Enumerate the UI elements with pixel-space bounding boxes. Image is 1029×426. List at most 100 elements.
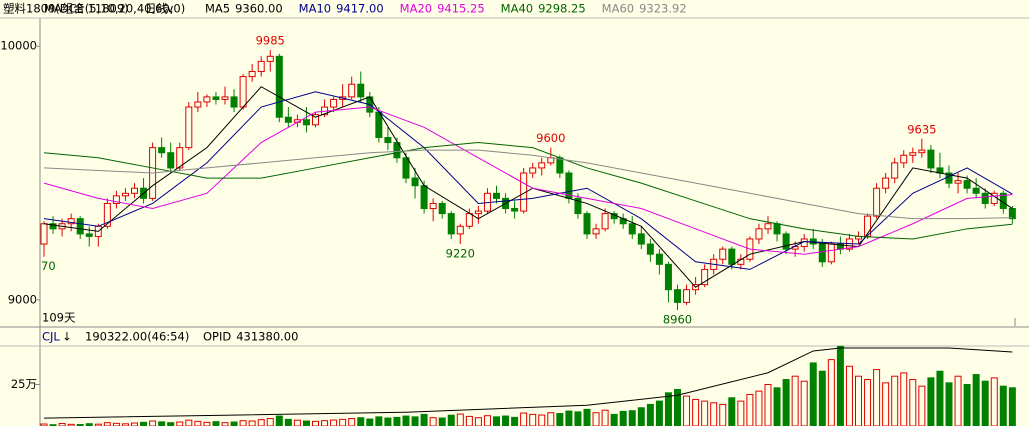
indicator: MA组合(5,10,20,40,60,0): [44, 2, 185, 16]
volume-bar: [683, 395, 691, 426]
volume-bar: [936, 370, 944, 426]
ma-line: [43, 91, 1013, 270]
volume-bar: [601, 409, 609, 426]
legend-value: 9417.00: [336, 2, 384, 16]
candle-body: [493, 192, 500, 199]
candle-body: [655, 253, 663, 265]
legend-name: MA60: [602, 2, 634, 16]
candle-body: [393, 142, 401, 159]
candle-body: [203, 96, 211, 103]
legend-name: MA10: [299, 2, 331, 16]
volume-bar: [809, 362, 817, 426]
volume-bar: [737, 400, 745, 426]
candle-body: [474, 210, 482, 215]
volume-bar: [619, 410, 627, 426]
candle-body: [1008, 208, 1016, 220]
volume-bar: [538, 414, 546, 426]
volume-bar: [493, 416, 500, 426]
candle-body: [972, 187, 980, 194]
volume-bar: [483, 415, 491, 426]
candle-body: [420, 185, 428, 210]
volume-bar: [1008, 387, 1016, 426]
days-label: 109天: [42, 311, 76, 325]
candle-body: [465, 213, 473, 227]
volume-bar: [646, 403, 654, 426]
extreme-label: 9600: [536, 131, 565, 145]
volume-bar: [818, 370, 826, 426]
volume-bar: [85, 423, 93, 426]
candle-body: [239, 76, 247, 108]
candle-body: [891, 162, 899, 179]
volume-bar: [465, 415, 473, 426]
volume-bar: [275, 415, 283, 426]
volume-bar: [664, 392, 672, 426]
candle-body: [284, 116, 292, 123]
volume-bar: [882, 382, 890, 426]
extreme-label: 9220: [446, 247, 475, 261]
candle-body: [185, 106, 193, 149]
candle-body: [882, 177, 890, 189]
volume-bar: [583, 408, 591, 426]
candle-body: [773, 223, 781, 235]
volume-bar: [574, 411, 582, 426]
volume-bar: [185, 419, 193, 426]
volume-bar: [565, 410, 573, 426]
candle-body: [674, 289, 681, 303]
volume-bar: [357, 417, 365, 426]
candle-body: [266, 55, 274, 62]
candle-body: [67, 218, 75, 225]
candle-body: [719, 248, 727, 260]
volume-bar: [339, 418, 347, 426]
candle-body: [601, 213, 609, 230]
candle-body: [257, 60, 265, 73]
y-tick-label: 9000: [8, 292, 37, 306]
volume-bar: [972, 374, 980, 426]
volume-bar: [248, 420, 256, 426]
volume-bar: [782, 379, 790, 426]
candle-body: [556, 157, 564, 174]
candle-body: [112, 195, 120, 204]
volume-bar: [999, 385, 1007, 426]
volume-bar: [312, 420, 319, 426]
volume-bar: [773, 387, 781, 426]
candle-body: [927, 149, 935, 169]
volume-bar: [103, 422, 111, 426]
volume-bar: [529, 413, 537, 426]
volume-bar: [49, 424, 57, 426]
volume-bar: [40, 423, 48, 426]
candle-body: [764, 223, 772, 230]
volume-bar: [94, 423, 102, 426]
legend-name: OPID: [203, 330, 231, 344]
volume-bar: [474, 417, 482, 426]
candle-body: [384, 136, 392, 144]
volume-bar: [963, 384, 971, 426]
extreme-label: 9985: [256, 33, 285, 47]
candle-body: [76, 218, 84, 235]
y-tick-label: 25万: [11, 377, 37, 391]
candle-body: [357, 83, 365, 98]
volume-bar: [366, 418, 374, 426]
period[interactable]: 日线: [145, 2, 168, 16]
candle-body: [873, 187, 881, 217]
volume-bar: [692, 398, 700, 426]
volume-bar: [592, 412, 600, 426]
candle-body: [683, 289, 691, 303]
dropdown-icon[interactable]: ↓: [62, 330, 72, 344]
volume-bar: [257, 419, 265, 426]
volume-bar: [836, 345, 844, 426]
dropdown-icon[interactable]: ∨: [166, 2, 174, 16]
candle-body: [85, 233, 93, 237]
candle-body: [818, 243, 826, 263]
volume-bar: [167, 422, 175, 426]
candle-body: [954, 180, 962, 184]
volume-bar: [547, 412, 555, 426]
volume-bar: [701, 400, 709, 426]
candle-body: [592, 228, 600, 235]
volume-bar: [321, 420, 329, 426]
volume-bar: [158, 421, 166, 426]
volume-bar: [402, 415, 410, 426]
candle-body: [429, 202, 437, 210]
volume-bar: [131, 422, 138, 426]
legend-value: 9360.00: [235, 2, 283, 16]
